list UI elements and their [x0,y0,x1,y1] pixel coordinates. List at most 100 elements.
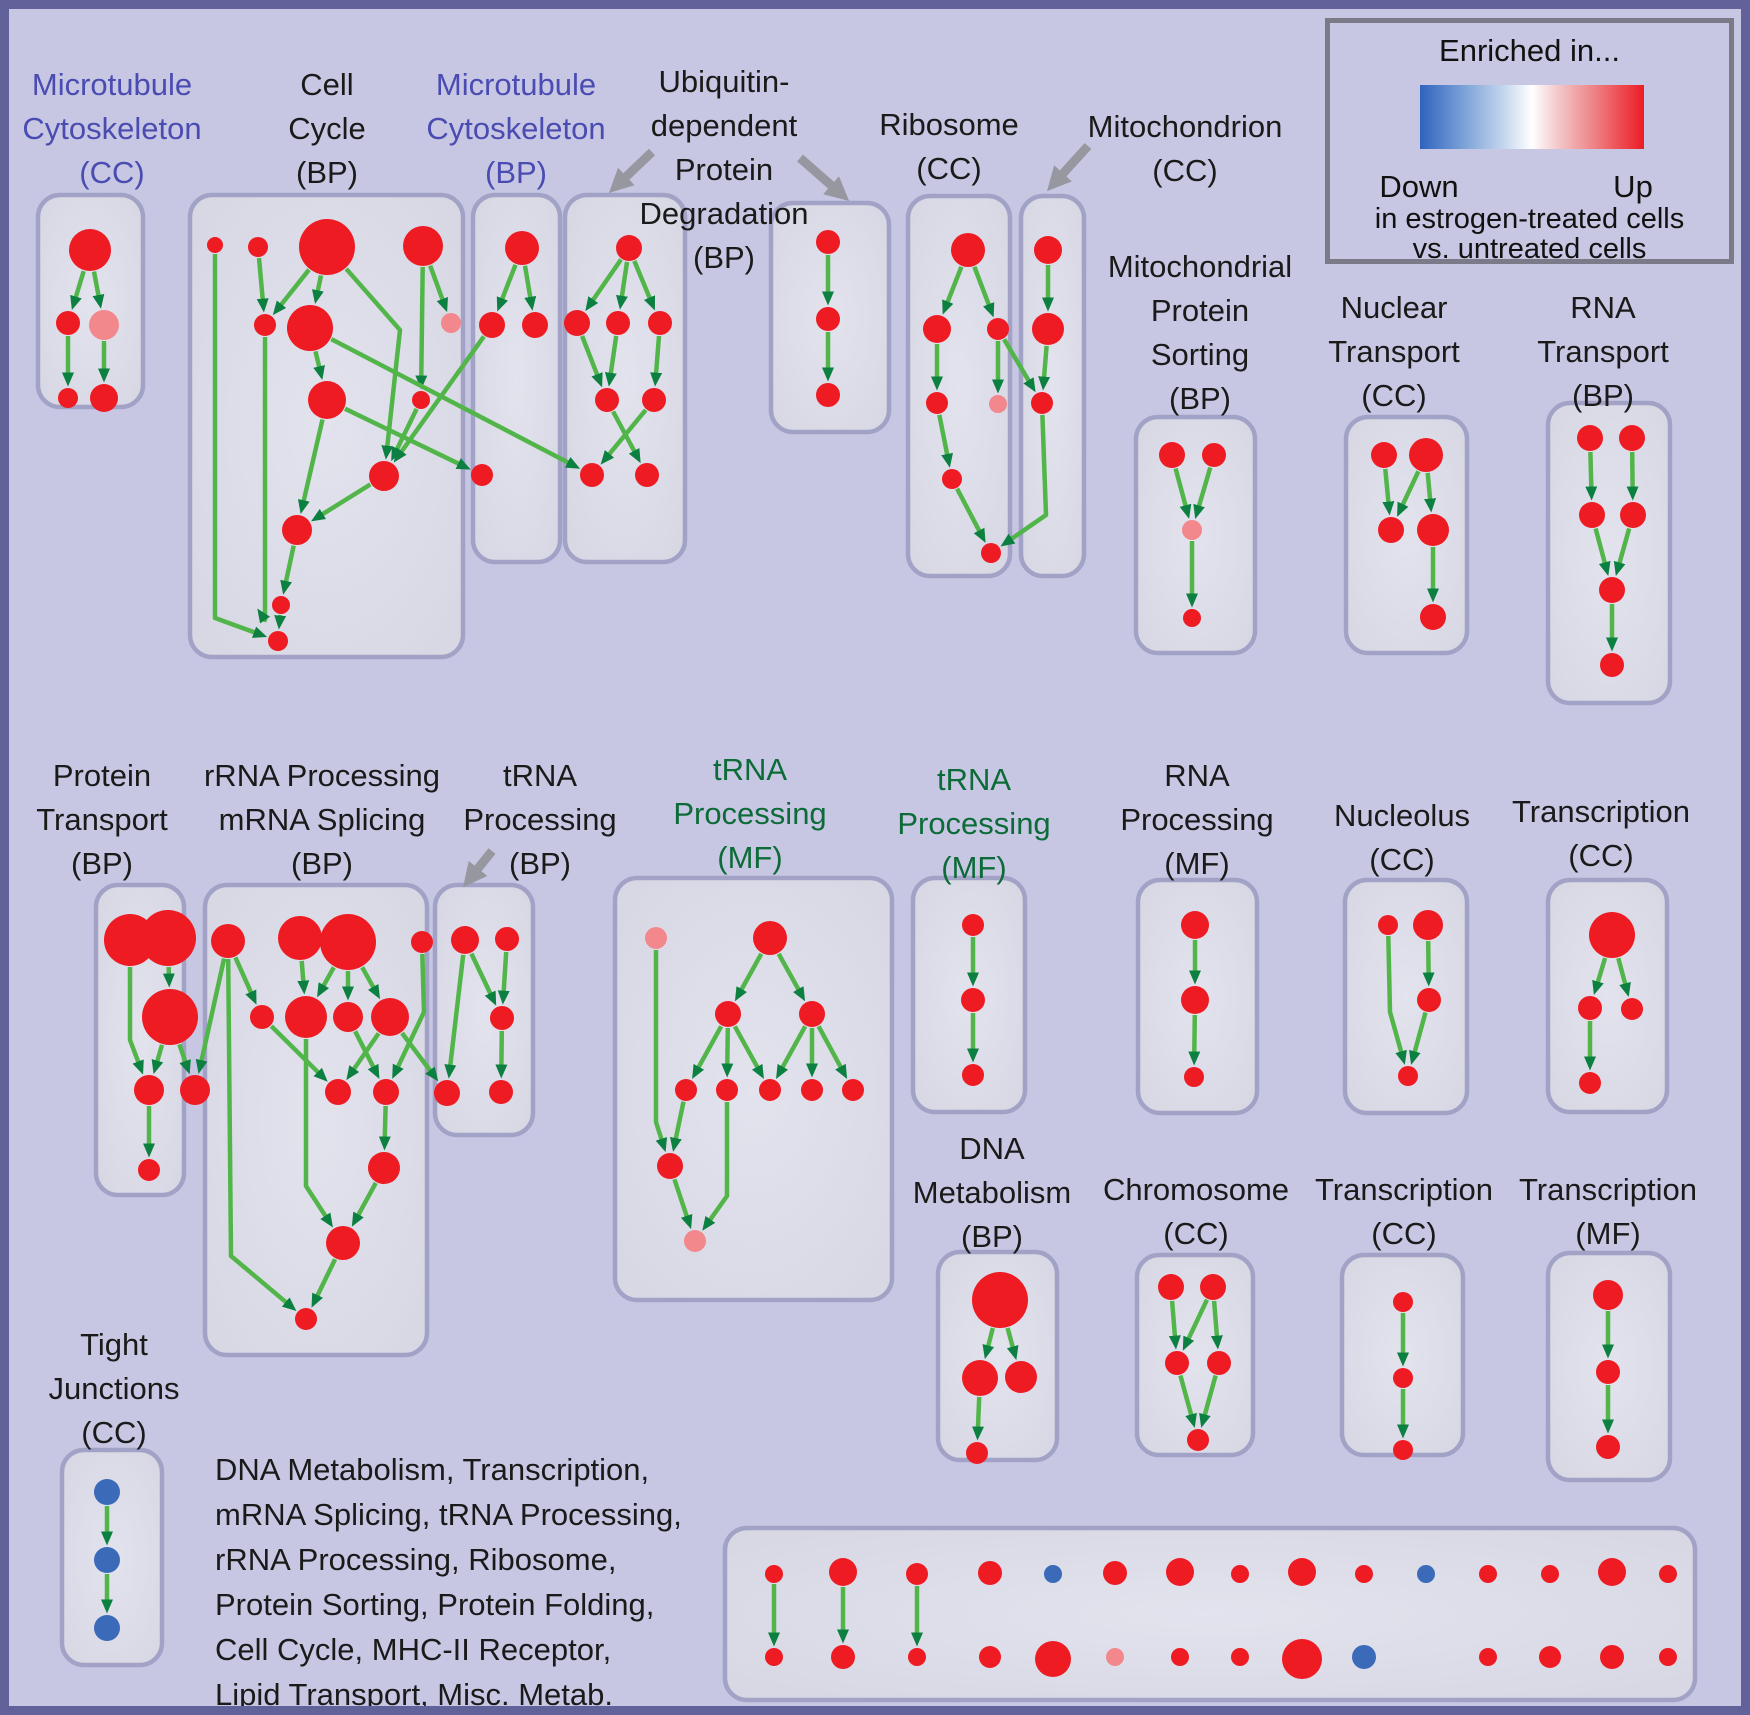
go-term-node-45 [1182,520,1202,540]
go-term-node-100 [1413,910,1443,940]
go-term-node-119 [1593,1280,1623,1310]
go-term-node-93 [962,914,984,936]
go-term-node-83 [753,921,787,955]
go-term-node-92 [684,1230,706,1252]
go-term-node-5 [207,237,223,253]
go-term-node-112 [1200,1274,1226,1300]
edge-arrow [972,1396,985,1441]
go-term-node-135 [1417,1565,1435,1583]
go-term-node-141 [831,1645,855,1669]
edge-arrow [1585,451,1598,501]
go-term-node-21 [471,464,493,486]
edge-arrow [313,350,325,381]
edge-arrow [360,966,380,1000]
go-term-node-51 [1420,604,1446,630]
legend-down-label: Down [1379,169,1459,204]
edge-arrow [330,337,581,469]
go-term-node-123 [94,1547,120,1573]
go-term-node-46 [1183,609,1201,627]
go-term-node-15 [282,515,312,545]
edge-arrow [344,267,403,460]
edge-arrow [195,958,227,1074]
go-term-node-16 [272,596,290,614]
go-term-node-117 [1393,1368,1413,1388]
go-term-node-68 [250,1005,274,1029]
go-term-node-28 [580,463,604,487]
go-term-node-118 [1393,1440,1413,1460]
go-term-node-115 [1187,1429,1209,1451]
edge-arrow [702,1102,730,1231]
go-term-node-140 [765,1648,783,1666]
legend-title: Enriched in... [1439,33,1620,68]
go-term-node-105 [1621,998,1643,1020]
edge-arrow [1613,527,1632,576]
go-term-node-145 [1106,1648,1124,1666]
go-term-node-98 [1184,1067,1204,1087]
go-term-node-38 [942,469,962,489]
edge-arrow [311,482,372,522]
go-term-node-25 [648,311,672,335]
go-term-node-60 [142,989,198,1045]
box-mitochondrion [1018,193,1087,579]
go-term-node-72 [325,1079,351,1105]
go-term-node-148 [1282,1639,1322,1679]
go-term-node-50 [1417,514,1449,546]
go-term-node-6 [248,237,268,257]
edge-arrow [344,406,471,470]
edge-arrow [177,1043,191,1075]
go-term-node-126 [829,1558,857,1586]
go-term-node-150 [1479,1648,1497,1666]
edge-arrow [496,263,518,312]
go-term-node-89 [801,1079,823,1101]
go-term-node-101 [1417,988,1441,1012]
edge-arrow [1178,1374,1197,1428]
go-term-node-47 [1371,442,1397,468]
edge-arrow [280,545,296,595]
edge-arrow [269,1024,328,1082]
edge-arrow [522,265,537,311]
go-term-node-11 [441,313,461,333]
go-term-node-144 [1035,1641,1071,1677]
edge-arrow [297,960,310,995]
nodes-layer [56,219,1677,1679]
edge-arrow [1005,1327,1019,1361]
go-term-node-61 [134,1075,164,1105]
edge-arrow [650,335,663,387]
go-term-node-79 [490,1006,514,1030]
edge-arrow [1409,1011,1428,1065]
go-term-node-1 [56,311,80,335]
edge-arrow [151,1044,165,1075]
go-term-node-14 [369,461,399,491]
go-term-node-133 [1288,1558,1316,1586]
go-term-node-138 [1598,1558,1626,1586]
go-term-node-106 [1579,1072,1601,1094]
pointer-arrows-layer [463,142,1092,888]
edge-arrow [1188,1014,1201,1066]
go-term-node-26 [595,388,619,412]
go-term-node-116 [1393,1292,1413,1312]
go-term-node-62 [180,1075,210,1105]
edge-arrow [469,952,497,1006]
edge-arrow [732,1025,764,1080]
edge-arrow [972,266,995,318]
go-term-node-31 [816,307,840,331]
go-term-node-39 [981,543,1001,563]
label-pointer-arrow [463,848,496,888]
go-term-node-67 [411,931,433,953]
go-term-node-9 [254,314,276,336]
box-nucleolus [1342,877,1470,1116]
box-misc-bottom [722,1525,1698,1703]
go-term-node-70 [333,1002,363,1032]
edge-arrow [1616,957,1631,997]
go-term-node-49 [1378,517,1404,543]
edge-arrow [353,1030,380,1080]
label-pointer-arrow [797,154,850,201]
go-term-node-19 [479,312,505,338]
edge-arrow [127,967,144,1075]
go-term-node-90 [842,1079,864,1101]
go-term-node-91 [657,1153,683,1179]
edge-arrow [600,408,648,465]
go-term-node-78 [495,927,519,951]
box-rrna-processing [202,882,430,1358]
go-term-node-122 [94,1479,120,1505]
